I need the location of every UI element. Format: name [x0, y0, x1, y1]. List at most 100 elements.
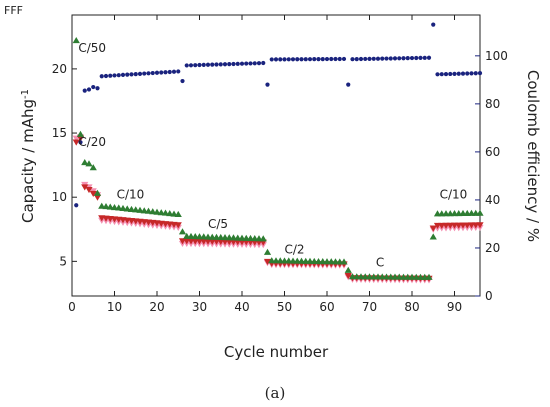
- coulomb-efficiency-point: [99, 74, 104, 79]
- capacity-point-red: [263, 258, 272, 265]
- capacity-point-green: [132, 206, 140, 213]
- capacity-point-red: [429, 225, 437, 232]
- coulomb-efficiency-point: [426, 55, 432, 60]
- coulomb-efficiency-point: [222, 62, 228, 67]
- y-tick-label-right: 100: [485, 49, 508, 63]
- capacity-point-green: [119, 204, 127, 212]
- coulomb-efficiency-point: [188, 63, 194, 68]
- coulomb-efficiency-point: [375, 56, 381, 61]
- capacity-point-green: [85, 160, 93, 167]
- capacity-point-green: [170, 210, 178, 217]
- coulomb-efficiency-markers: [74, 22, 483, 208]
- coulomb-efficiency-point: [392, 56, 398, 61]
- coulomb-efficiency-point: [248, 61, 253, 66]
- coulomb-efficiency-point: [129, 72, 134, 77]
- capacity-point-green: [425, 273, 433, 280]
- y-tick-label-left: 5: [59, 254, 67, 268]
- coulomb-efficiency-point: [278, 57, 283, 62]
- coulomb-efficiency-point: [103, 73, 109, 79]
- x-tick-label: 50: [277, 300, 292, 314]
- coulomb-efficiency-point: [282, 57, 287, 62]
- coulomb-efficiency-point: [388, 56, 393, 61]
- y-tick-label-left: 20: [52, 62, 67, 76]
- capacity-point-green: [98, 202, 106, 209]
- coulomb-efficiency-point: [163, 70, 168, 75]
- capacity-point-green: [123, 205, 131, 212]
- coulomb-efficiency-point: [244, 61, 249, 66]
- coulomb-efficiency-point: [299, 57, 304, 62]
- coulomb-efficiency-point: [303, 57, 308, 62]
- coulomb-efficiency-point: [456, 71, 461, 76]
- plot-frame: [71, 14, 481, 297]
- coulomb-efficiency-point: [367, 56, 372, 61]
- x-tick-label: 10: [107, 300, 122, 314]
- coulomb-efficiency-point: [154, 70, 160, 75]
- x-tick-label: 90: [447, 300, 462, 314]
- capacity-point-green: [144, 207, 153, 214]
- coulomb-efficiency-point: [341, 56, 347, 62]
- capacity-point-green: [166, 209, 174, 217]
- figure-caption: (a): [265, 384, 286, 402]
- coulomb-efficiency-point: [137, 71, 143, 76]
- coulomb-efficiency-point: [133, 72, 138, 77]
- coulomb-efficiency-point: [452, 71, 457, 76]
- coulomb-efficiency-point: [95, 86, 100, 91]
- coulomb-efficiency-point: [286, 57, 291, 62]
- coulomb-efficiency-point: [256, 61, 262, 66]
- coulomb-efficiency-point: [337, 56, 342, 62]
- coulomb-efficiency-point: [435, 72, 440, 77]
- coulomb-efficiency-point: [86, 87, 92, 92]
- coulomb-efficiency-point: [231, 61, 236, 67]
- capacity-point-green: [149, 208, 157, 215]
- y-tick-label-left: 10: [52, 190, 67, 204]
- coulomb-efficiency-point: [120, 72, 126, 78]
- capacity-point-green: [161, 209, 170, 216]
- coulomb-efficiency-point: [329, 56, 334, 62]
- rate-label: C/2: [285, 243, 305, 257]
- coulomb-efficiency-point: [146, 71, 151, 76]
- coulomb-efficiency-point: [324, 56, 330, 62]
- capacity-point-red: [81, 184, 89, 191]
- rate-label: C/5: [208, 217, 228, 231]
- rate-label: C: [376, 255, 384, 269]
- coulomb-efficiency-point: [354, 57, 359, 62]
- coulomb-efficiency-point: [443, 71, 449, 77]
- y-tick-label-right: 20: [485, 241, 500, 255]
- x-tick-label: 30: [192, 300, 207, 314]
- capacity-point-green: [127, 205, 136, 212]
- coulomb-efficiency-point: [414, 55, 419, 61]
- x-tick-label: 20: [149, 300, 164, 314]
- capacity-point-red: [344, 272, 352, 280]
- y-axis-title-right: Coulomb efficiency / %: [524, 70, 542, 242]
- coulomb-efficiency-point: [431, 22, 436, 27]
- coulomb-efficiency-point: [235, 61, 240, 66]
- coulomb-efficiency-point: [363, 56, 368, 62]
- y-tick-label-right: 0: [485, 289, 493, 303]
- capacity-point-red: [476, 222, 484, 229]
- y-tick-label-right: 60: [485, 145, 500, 159]
- coulomb-efficiency-point: [167, 69, 172, 75]
- coulomb-efficiency-point: [409, 55, 415, 61]
- x-tick-label: 70: [362, 300, 377, 314]
- axis-ticks: 0 10 20 30 40 50 60 70 80 90 5 10 15 20 0 20 40 60 80 100: [52, 15, 508, 314]
- y-tick-label-right: 40: [485, 193, 500, 207]
- coulomb-efficiency-point: [473, 71, 478, 76]
- coulomb-efficiency-point: [307, 57, 313, 62]
- coulomb-efficiency-point: [197, 62, 202, 68]
- capacity-point-green: [263, 248, 272, 255]
- coulomb-efficiency-point: [439, 72, 444, 77]
- capacity-point-green: [81, 158, 89, 166]
- coulomb-efficiency-point: [125, 72, 130, 77]
- coulomb-efficiency-point: [448, 71, 453, 77]
- coulomb-efficiency-point: [74, 203, 79, 208]
- x-tick-label: 40: [234, 300, 249, 314]
- coulomb-efficiency-point: [269, 57, 274, 62]
- rate-label: C/10: [117, 187, 145, 201]
- coulomb-efficiency-point: [418, 55, 423, 61]
- coulomb-efficiency-point: [150, 70, 155, 76]
- coulomb-efficiency-point: [346, 82, 351, 87]
- coulomb-efficiency-point: [171, 69, 177, 74]
- capacity-point-green: [136, 206, 144, 213]
- coulomb-efficiency-point: [371, 56, 376, 61]
- coulomb-efficiency-point: [290, 57, 296, 62]
